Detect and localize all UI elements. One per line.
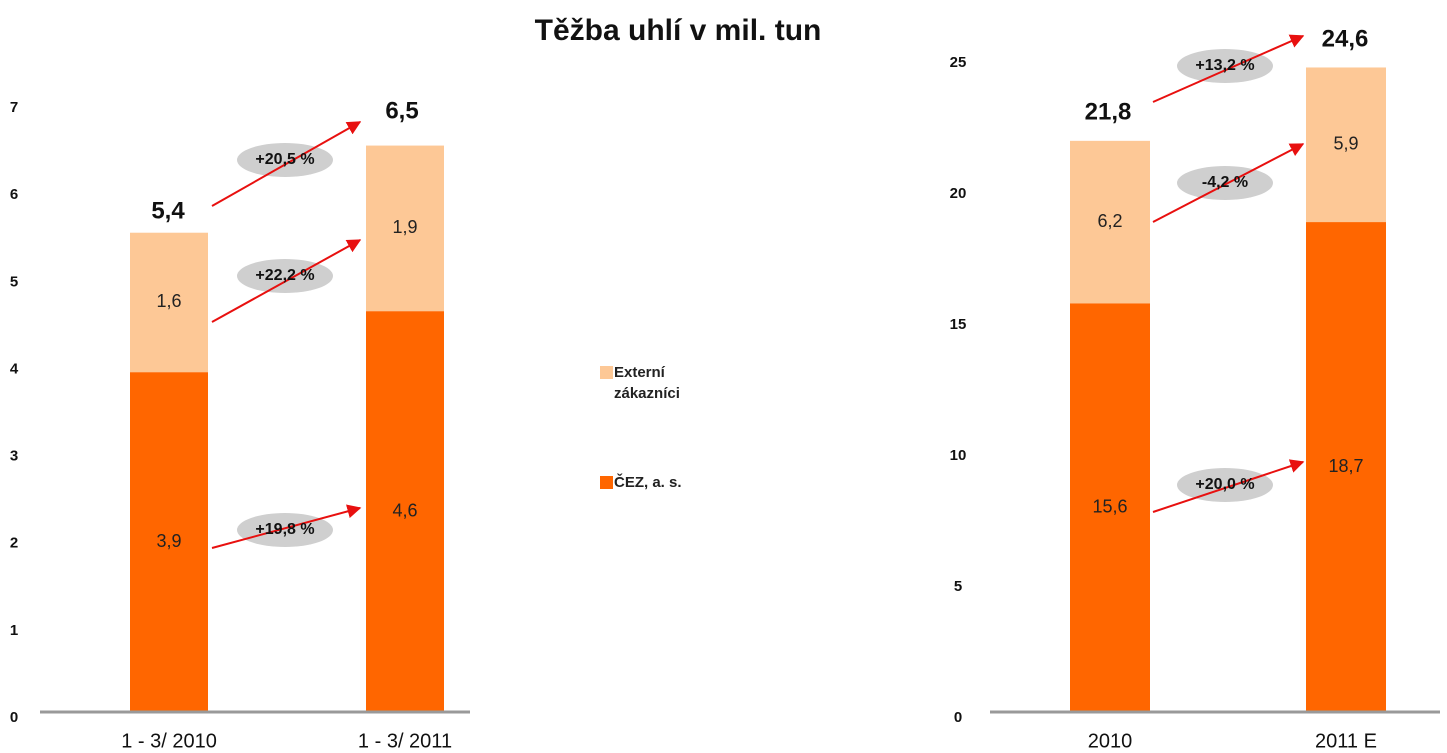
- annotation-arrow: [1152, 459, 1305, 513]
- annotation-bubble: [1177, 166, 1273, 200]
- x-tick-label: 2010: [1088, 730, 1133, 752]
- x-tick-label: 1 - 3/ 2010: [121, 730, 217, 752]
- annotation-label: +13,2 %: [1195, 57, 1254, 74]
- annotation-arrow: [211, 504, 362, 549]
- legend-swatch: [600, 476, 613, 489]
- y-tick-label: 2: [10, 535, 18, 552]
- value-label: 5,9: [1333, 134, 1358, 154]
- chart-title: Těžba uhlí v mil. tun: [535, 14, 822, 47]
- y-tick-label: 5: [954, 578, 962, 595]
- bar-segment: [1070, 140, 1150, 304]
- bar-segment: [1070, 303, 1150, 712]
- y-tick-label: 1: [10, 622, 18, 639]
- x-tick-label: 2011 E: [1315, 730, 1377, 752]
- y-tick-label: 6: [10, 186, 18, 203]
- value-label: 4,6: [392, 500, 417, 520]
- value-label: 6,2: [1097, 211, 1122, 231]
- bar-segment: [130, 372, 208, 712]
- legend-label: Externí zákazníci: [614, 364, 680, 402]
- y-tick-label: 5: [10, 273, 18, 290]
- y-tick-label: 15: [950, 316, 967, 333]
- bar-segment: [1306, 67, 1386, 223]
- y-tick-label: 25: [950, 54, 967, 71]
- value-label: 1,6: [156, 291, 181, 311]
- y-tick-label: 20: [950, 185, 967, 202]
- y-tick-label: 0: [10, 709, 18, 726]
- value-label: 18,7: [1328, 456, 1363, 476]
- annotation-arrow: [1152, 143, 1305, 223]
- annotation-arrow: [1152, 34, 1305, 103]
- y-tick-label: 7: [10, 99, 18, 116]
- total-label: 6,5: [385, 97, 418, 124]
- legend-swatch: [600, 366, 613, 379]
- value-label: 3,9: [156, 531, 181, 551]
- total-label: 5,4: [151, 197, 185, 224]
- bar-segment: [366, 311, 444, 712]
- total-label: 24,6: [1322, 25, 1369, 52]
- total-label: 21,8: [1085, 98, 1132, 125]
- annotation-bubble: [1177, 468, 1273, 502]
- y-tick-label: 10: [950, 447, 967, 464]
- legend-label: ČEZ, a. s.: [614, 474, 682, 491]
- x-tick-label: 1 - 3/ 2011: [358, 730, 452, 752]
- annotation-bubble: [1177, 49, 1273, 83]
- annotation-arrow: [211, 239, 362, 323]
- annotation-label: +20,5 %: [255, 151, 314, 168]
- y-tick-label: 3: [10, 448, 18, 465]
- annotation-label: +22,2 %: [255, 267, 314, 284]
- y-tick-label: 4: [10, 360, 19, 377]
- annotation-arrow: [211, 121, 362, 207]
- annotation-label: +19,8 %: [255, 521, 314, 538]
- annotation-label: +20,0 %: [1195, 476, 1254, 493]
- annotation-label: -4,2 %: [1202, 174, 1248, 191]
- y-tick-label: 0: [954, 709, 962, 726]
- bar-segment: [130, 232, 208, 373]
- value-label: 1,9: [392, 217, 417, 237]
- bar-segment: [366, 145, 444, 312]
- value-label: 15,6: [1092, 496, 1127, 516]
- bar-segment: [1306, 222, 1386, 712]
